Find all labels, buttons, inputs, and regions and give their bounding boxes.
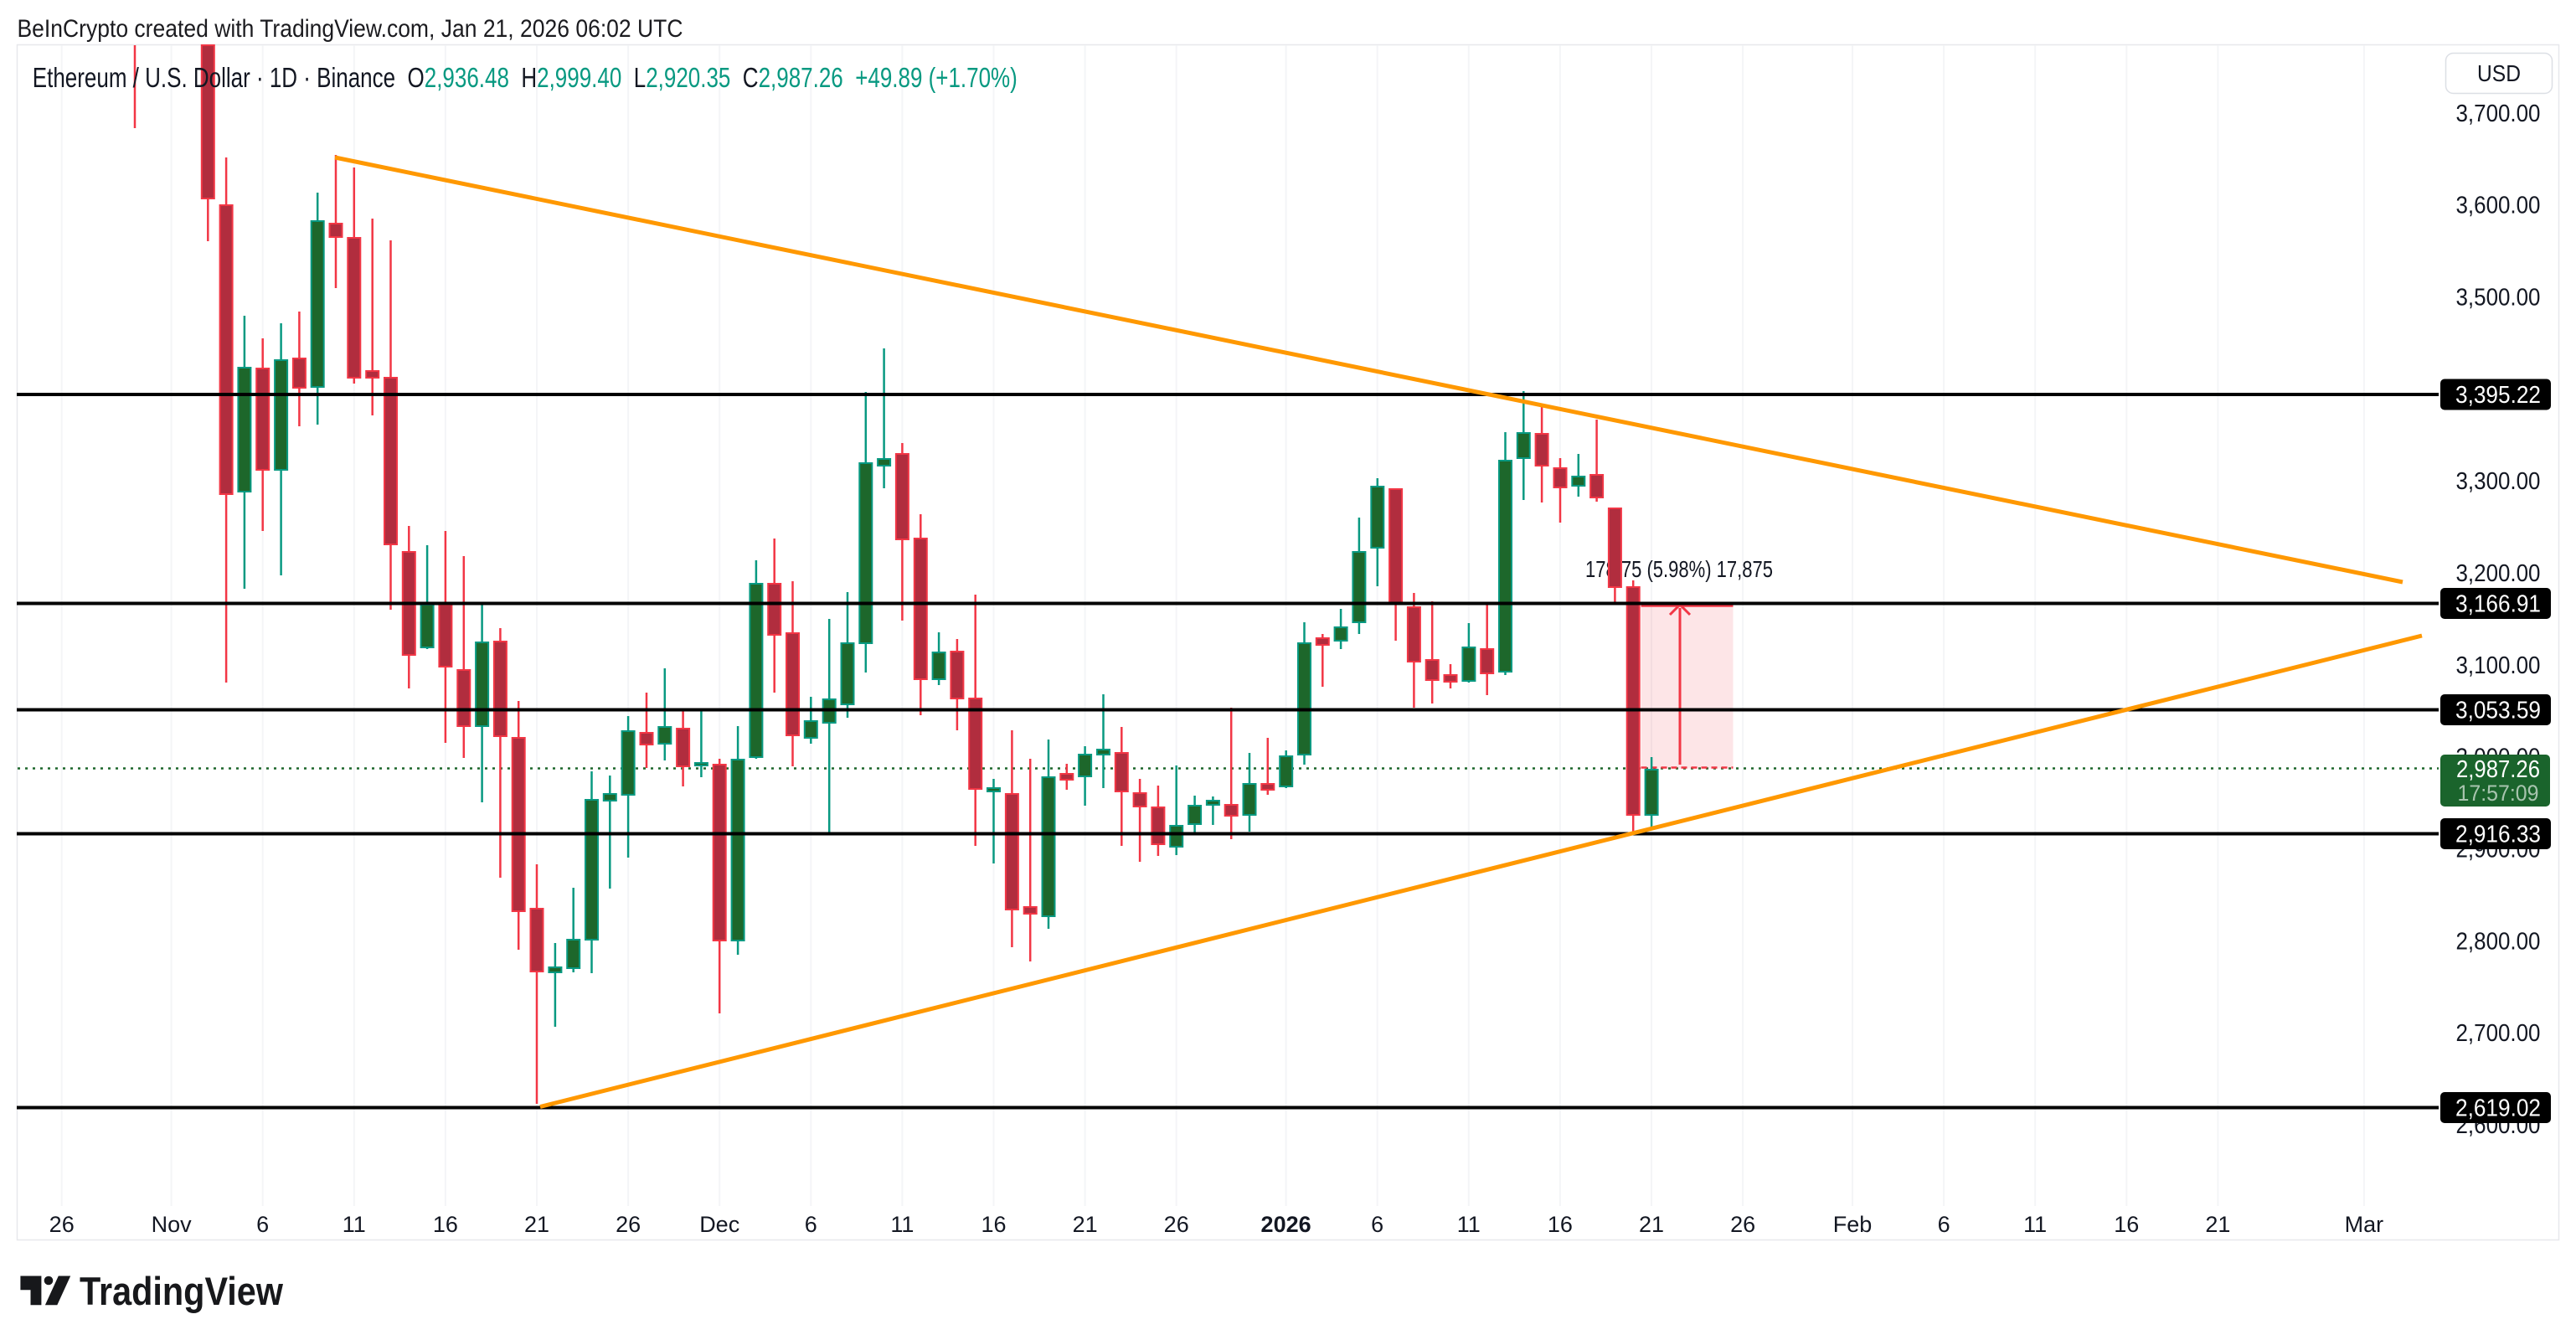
svg-text:2,987.26: 2,987.26 bbox=[2456, 756, 2540, 783]
svg-text:16: 16 bbox=[2114, 1212, 2139, 1237]
svg-text:11: 11 bbox=[343, 1212, 366, 1237]
svg-text:2,619.02: 2,619.02 bbox=[2455, 1095, 2541, 1122]
svg-text:26: 26 bbox=[1164, 1212, 1189, 1237]
svg-text:3,053.59: 3,053.59 bbox=[2455, 698, 2541, 724]
svg-text:3,166.91: 3,166.91 bbox=[2455, 591, 2541, 618]
svg-text:3,200.00: 3,200.00 bbox=[2456, 560, 2541, 587]
svg-text:Dec: Dec bbox=[699, 1212, 739, 1237]
svg-text:3,395.22: 3,395.22 bbox=[2455, 382, 2541, 409]
svg-text:BeInCrypto created with Tradin: BeInCrypto created with TradingView.com,… bbox=[18, 15, 683, 43]
svg-text:16: 16 bbox=[1548, 1212, 1573, 1237]
svg-text:Nov: Nov bbox=[152, 1212, 193, 1237]
svg-text:6: 6 bbox=[1371, 1212, 1383, 1237]
svg-text:3,600.00: 3,600.00 bbox=[2456, 193, 2541, 219]
svg-text:21: 21 bbox=[1073, 1212, 1098, 1237]
svg-text:26: 26 bbox=[1730, 1212, 1755, 1237]
svg-text:16: 16 bbox=[433, 1212, 458, 1237]
svg-text:2026: 2026 bbox=[1261, 1212, 1311, 1237]
svg-text:3,300.00: 3,300.00 bbox=[2456, 468, 2541, 495]
svg-text:Feb: Feb bbox=[1833, 1212, 1873, 1237]
svg-text:Mar: Mar bbox=[2345, 1212, 2384, 1237]
svg-text:6: 6 bbox=[256, 1212, 269, 1237]
svg-text:17:57:09: 17:57:09 bbox=[2458, 781, 2539, 806]
svg-text:11: 11 bbox=[890, 1212, 914, 1237]
svg-text:21: 21 bbox=[2205, 1212, 2230, 1237]
svg-text:11: 11 bbox=[2023, 1212, 2047, 1237]
svg-text:6: 6 bbox=[805, 1212, 817, 1237]
svg-text:26: 26 bbox=[616, 1212, 641, 1237]
svg-text:26: 26 bbox=[49, 1212, 75, 1237]
svg-text:2,916.33: 2,916.33 bbox=[2455, 822, 2541, 848]
svg-text:3,100.00: 3,100.00 bbox=[2456, 652, 2541, 679]
svg-text:3,700.00: 3,700.00 bbox=[2456, 100, 2541, 127]
svg-text:6: 6 bbox=[1938, 1212, 1950, 1237]
svg-text:2,700.00: 2,700.00 bbox=[2456, 1020, 2541, 1047]
svg-text:Ethereum / U.S. Dollar · 1D ·: Ethereum / U.S. Dollar · 1D · Binance O2… bbox=[33, 62, 1018, 93]
svg-text:11: 11 bbox=[1457, 1212, 1481, 1237]
svg-text:2,800.00: 2,800.00 bbox=[2456, 928, 2541, 955]
svg-text:21: 21 bbox=[1639, 1212, 1664, 1237]
svg-text:21: 21 bbox=[524, 1212, 549, 1237]
svg-text:16: 16 bbox=[981, 1212, 1006, 1237]
svg-text:TradingView: TradingView bbox=[80, 1269, 283, 1313]
svg-text:3,500.00: 3,500.00 bbox=[2456, 285, 2541, 312]
svg-text:USD: USD bbox=[2477, 60, 2521, 86]
